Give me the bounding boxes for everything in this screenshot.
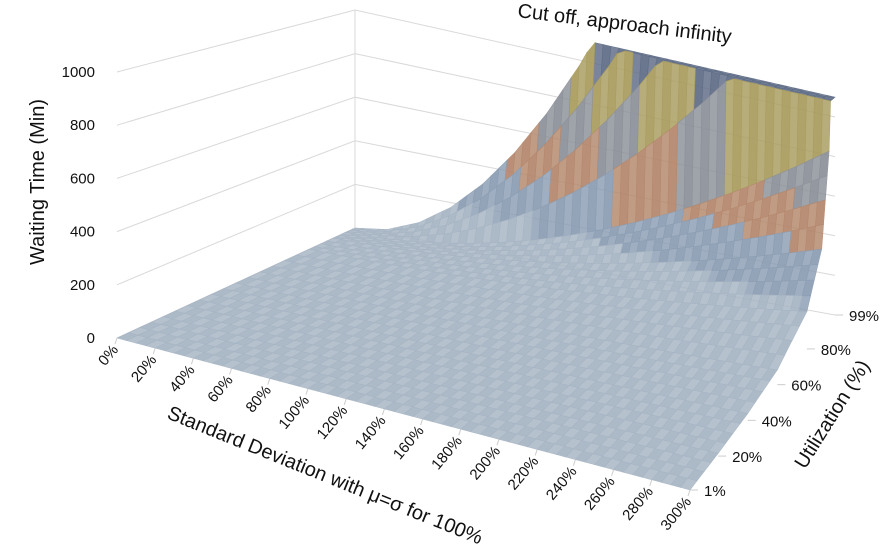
x-tick xyxy=(458,429,462,436)
x-tick xyxy=(572,459,576,466)
x-tick-label: 180% xyxy=(428,433,466,473)
x-tick xyxy=(611,469,615,476)
y-tick-label: 1% xyxy=(704,483,726,500)
x-tick-label: 120% xyxy=(314,402,352,442)
x-tick-label: 80% xyxy=(243,382,275,416)
x-tick xyxy=(343,398,347,405)
x-tick-label: 200% xyxy=(466,443,504,483)
x-tick xyxy=(381,408,385,416)
z-tick-label: 400 xyxy=(70,224,95,241)
y-tick-label: 20% xyxy=(732,449,762,466)
x-tick xyxy=(649,479,653,487)
z-tick-label: 600 xyxy=(70,170,95,187)
x-tick-label: 160% xyxy=(390,423,428,463)
x-tick xyxy=(305,388,309,395)
x-tick xyxy=(496,439,500,446)
x-tick-label: 40% xyxy=(166,362,198,396)
z-axis-title: Waiting Time (Min) xyxy=(27,99,49,265)
x-tick-label: 140% xyxy=(352,413,390,453)
surface-plot xyxy=(116,41,836,491)
x-tick-label: 300% xyxy=(657,494,695,534)
surface-patch xyxy=(116,332,139,341)
z-tick-label: 200 xyxy=(70,277,95,294)
y-tick-label: 99% xyxy=(849,308,879,325)
x-tick xyxy=(534,449,538,456)
x-tick-label: 60% xyxy=(204,372,236,406)
x-tick xyxy=(420,418,424,426)
x-tick xyxy=(687,489,691,497)
x-tick xyxy=(267,378,271,385)
x-tick-label: 260% xyxy=(581,473,619,513)
z-tick-label: 800 xyxy=(70,117,95,134)
x-tick xyxy=(114,337,118,345)
x-tick xyxy=(152,347,156,355)
x-tick-label: 0% xyxy=(95,342,122,370)
x-tick-label: 240% xyxy=(543,463,581,503)
y-tick-label: 60% xyxy=(791,378,821,395)
cutoff-annotation: Cut off, approach infinity xyxy=(516,0,732,48)
y-tick-label: 80% xyxy=(821,342,851,359)
x-tick-label: 220% xyxy=(505,453,543,493)
z-tick-label: 1000 xyxy=(62,64,95,81)
y-tick-label: 40% xyxy=(762,413,792,430)
z-tick-label: 0 xyxy=(87,330,95,347)
x-tick xyxy=(190,358,194,365)
x-tick-label: 280% xyxy=(619,484,657,524)
x-tick-label: 20% xyxy=(128,352,160,386)
x-tick xyxy=(229,368,233,375)
y-axis-title: Utilization (%) xyxy=(791,356,875,472)
x-tick-label: 100% xyxy=(275,392,313,432)
